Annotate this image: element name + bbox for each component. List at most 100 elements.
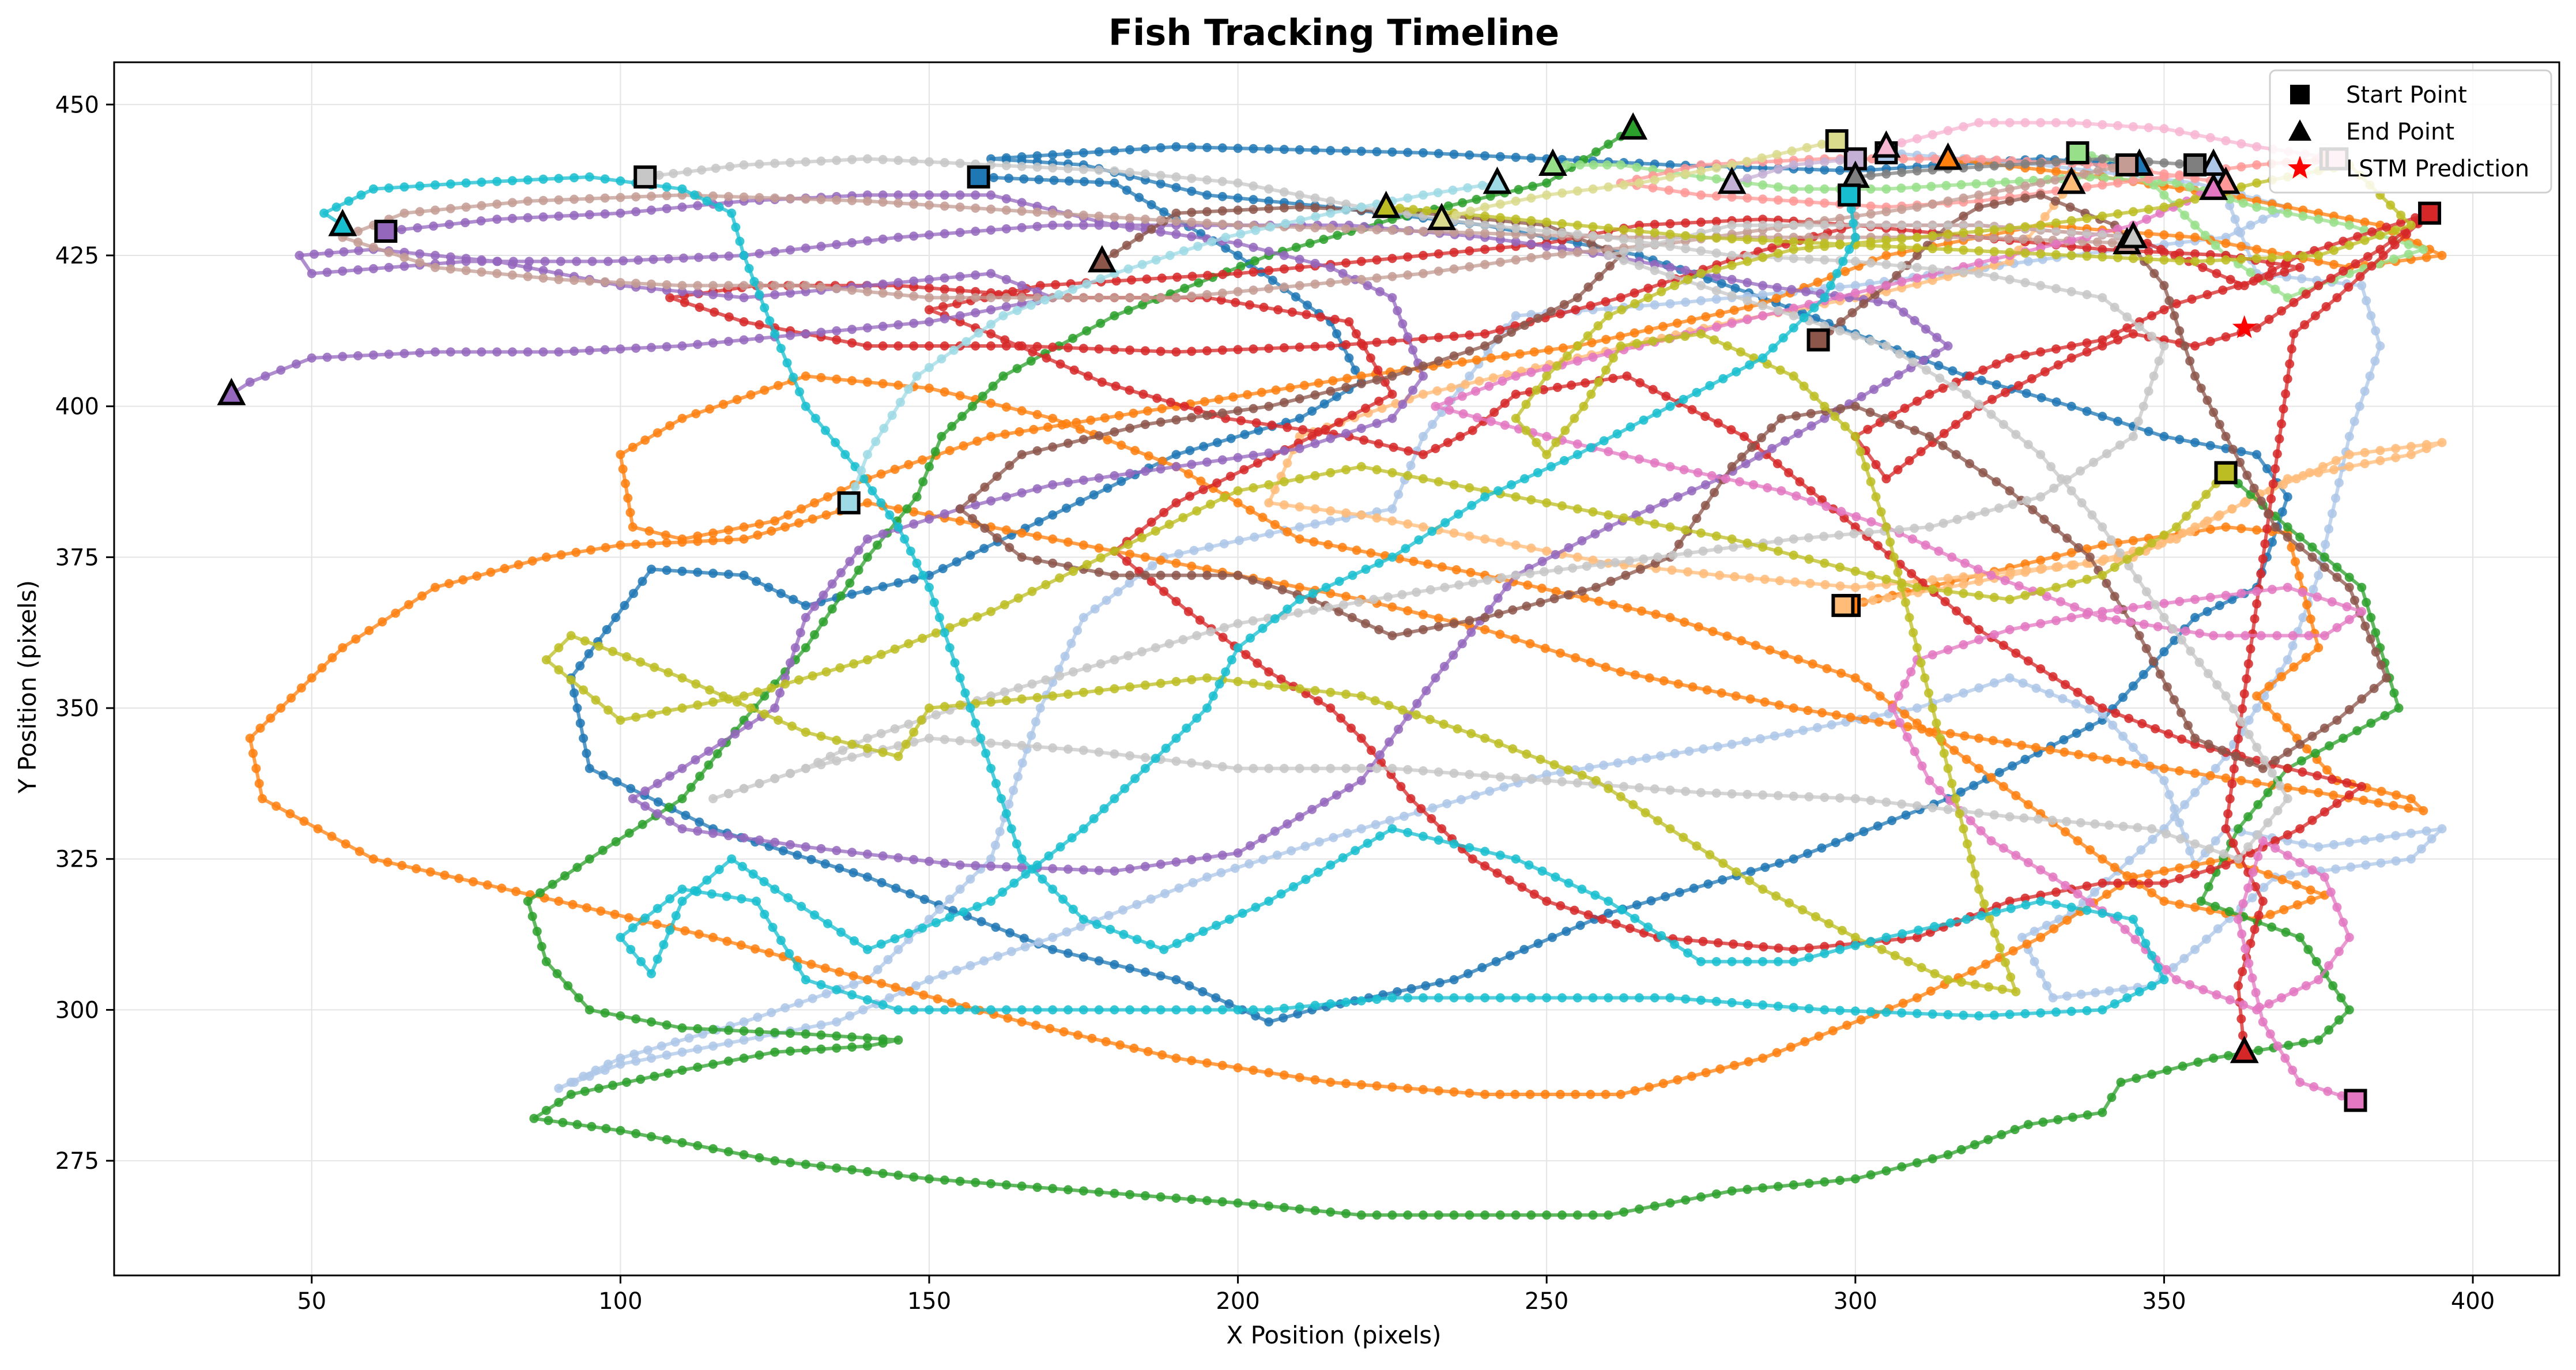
trajectory-point	[770, 774, 779, 783]
trajectory-point	[626, 784, 635, 793]
trajectory-point	[1280, 265, 1289, 274]
trajectory-point	[1017, 293, 1027, 302]
trajectory-point	[2190, 840, 2200, 849]
trajectory-point	[1311, 204, 1320, 213]
trajectory-point	[462, 254, 471, 263]
trajectory-point	[971, 190, 980, 200]
trajectory-point	[2302, 981, 2311, 991]
trajectory-point	[1450, 150, 1459, 159]
trajectory-point	[1728, 291, 1737, 300]
trajectory-point	[2260, 755, 2269, 765]
trajectory-point	[1218, 408, 1227, 417]
trajectory-point	[1511, 224, 1521, 233]
trajectory-point	[1928, 130, 1937, 140]
trajectory-point	[822, 667, 831, 676]
trajectory-point	[1257, 388, 1266, 397]
trajectory-point	[662, 1051, 672, 1060]
trajectory-point	[1385, 816, 1394, 825]
trajectory-point	[2438, 251, 2447, 260]
trajectory-point	[1041, 675, 1050, 684]
trajectory-point	[1873, 822, 1883, 831]
trajectory-point	[2041, 367, 2050, 377]
trajectory-point	[1495, 630, 1504, 639]
trajectory-point	[1891, 951, 1900, 960]
trajectory-point	[2323, 1087, 2332, 1096]
trajectory-point	[893, 156, 903, 165]
trajectory-point	[2008, 761, 2017, 770]
trajectory-point	[2129, 432, 2138, 441]
trajectory-point	[1957, 1145, 1966, 1154]
trajectory-point	[1328, 376, 1337, 385]
trajectory-point	[2144, 870, 2153, 879]
trajectory-point	[585, 210, 594, 219]
trajectory-point	[2113, 121, 2122, 130]
trajectory-point	[2334, 947, 2344, 956]
trajectory-point	[2240, 689, 2249, 698]
trajectory-point	[2098, 703, 2107, 713]
trajectory-point	[1999, 782, 2008, 791]
trajectory-point	[1142, 274, 1151, 284]
trajectory-point	[1192, 506, 1201, 515]
trajectory-point	[1959, 122, 1968, 131]
trajectory-point	[1357, 462, 1366, 471]
trajectory-point	[1308, 589, 1318, 598]
trajectory-point	[1264, 1017, 1273, 1026]
trajectory-point	[1616, 667, 1625, 676]
trajectory-point	[535, 888, 545, 897]
trajectory-point	[1406, 461, 1416, 470]
trajectory-point	[1836, 507, 1846, 516]
trajectory-point	[1480, 329, 1489, 338]
trajectory-point	[1005, 461, 1014, 470]
trajectory-point	[1714, 419, 1723, 428]
trajectory-point	[1095, 178, 1104, 187]
trajectory-point	[1343, 829, 1352, 838]
trajectory-point	[786, 658, 795, 668]
trajectory-point	[650, 663, 659, 672]
trajectory-point	[1872, 460, 1881, 469]
trajectory-point	[1771, 891, 1781, 901]
trajectory-point	[1002, 1005, 1011, 1014]
trajectory-point	[659, 940, 668, 949]
trajectory-point	[1978, 366, 1987, 375]
trajectory-point	[2329, 260, 2339, 269]
trajectory-point	[1754, 451, 1763, 461]
trajectory-point	[2067, 353, 2076, 363]
trajectory-point	[863, 498, 872, 507]
trajectory-point	[1635, 261, 1644, 270]
trajectory-point	[847, 155, 857, 164]
trajectory-point	[863, 155, 872, 164]
trajectory-point	[1972, 179, 1981, 189]
trajectory-point	[1100, 804, 1109, 814]
trajectory-point	[2289, 329, 2298, 338]
trajectory-point	[2067, 341, 2076, 351]
trajectory-point	[1869, 385, 1879, 394]
trajectory-point	[1079, 476, 1088, 485]
trajectory-point	[786, 281, 795, 290]
trajectory-point	[877, 469, 886, 479]
trajectory-point	[1017, 281, 1027, 290]
trajectory-point	[1554, 565, 1563, 574]
trajectory-point	[1372, 513, 1382, 522]
trajectory-point	[2295, 824, 2305, 833]
trajectory-point	[2311, 311, 2320, 321]
trajectory-point	[2129, 682, 2138, 691]
trajectory-point	[2113, 209, 2122, 219]
trajectory-point	[1616, 332, 1625, 341]
trajectory-point	[1666, 299, 1675, 308]
trajectory-point	[1416, 804, 1425, 814]
trajectory-point	[1805, 198, 1814, 207]
trajectory-point	[893, 752, 903, 761]
trajectory-point	[1033, 208, 1042, 217]
trajectory-point	[1172, 559, 1181, 568]
trajectory-point	[1326, 146, 1335, 155]
trajectory-point	[1713, 742, 1722, 751]
trajectory-point	[1881, 207, 1891, 216]
trajectory-point	[986, 739, 995, 748]
trajectory-point	[801, 728, 810, 737]
trajectory-point	[1681, 787, 1690, 796]
trajectory-point	[2236, 524, 2246, 533]
trajectory-point	[1246, 841, 1255, 850]
trajectory-point	[2363, 252, 2373, 261]
trajectory-point	[383, 857, 393, 867]
trajectory-point	[1192, 714, 1201, 723]
